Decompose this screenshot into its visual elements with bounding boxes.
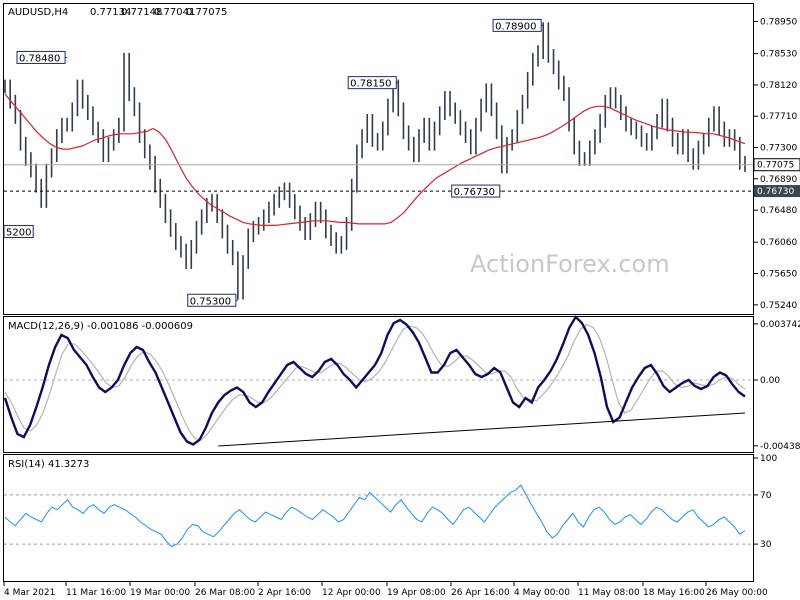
ohlc-low: 0.77041 [154,7,195,18]
ohlc-high: 0.77148 [121,7,162,18]
current-price-tag [753,158,800,172]
x-tick-label: 19 Mar 00:00 [130,588,190,598]
symbol-label: AUDUSD,H4 [8,7,68,18]
annotation-label: 0.78900 [495,21,536,32]
x-tick-label: 11 Mar 16:00 [66,588,126,598]
x-tick-label: 12 Apr 00:00 [322,588,381,598]
macd-y-tick-label: 0.00 [760,376,780,386]
macd-pane-frame [3,316,754,453]
macd-signal-line [4,323,746,441]
macd-label: MACD(12,26,9) -0.001086 -0.000609 [8,321,193,332]
x-tick-label: 26 Mar 08:00 [195,588,255,598]
ohlc-open: 0.77134 [90,7,131,18]
support-price-tag-label: 0.76730 [757,187,794,197]
x-tick-label: 26 May 00:00 [706,588,768,598]
rsi-y-tick-label: 100 [760,454,777,464]
axis-layer: 0.78950 0.78530 0.78120 0.77710 0.77300 0.768… [3,18,800,598]
annotation-label: 0.75300 [190,296,231,307]
support-price-tag [754,185,800,198]
x-tick-label: 4 May 00:00 [514,588,570,598]
annotation-box [492,18,542,32]
x-tick-label: 19 Apr 08:00 [387,588,446,598]
x-tick-label: 2 Apr 16:00 [258,588,311,598]
macd-layer [3,315,753,447]
x-tick-label: 11 May 08:00 [578,588,640,598]
macd-line [3,315,746,446]
annotation-label: 0.78150 [350,79,391,90]
annotation-box [16,50,66,64]
price-y-tick-label: 0.76060 [760,238,797,248]
price-y-tick-label: 0.75650 [760,270,797,280]
annotation-label: 5200 [6,228,31,239]
rsi-pane-frame [3,454,754,582]
annotation-box [451,184,501,198]
annotation-label: 0.76730 [454,187,495,198]
rsi-y-tick-label: 30 [760,540,772,550]
watermark: ActionForex.com [470,250,670,278]
price-y-tick-label: 0.76890 [760,175,797,185]
macd-trendline [218,412,746,447]
price-y-tick-label: 0.78530 [760,50,797,60]
current-price-tag-label: 0.77075 [757,161,794,171]
x-tick-label: 18 May 16:00 [643,588,705,598]
annotation-label: 0.78480 [19,53,60,64]
price-y-tick-label: 0.75240 [760,301,797,311]
price-y-tick-label: 0.77300 [760,144,797,154]
price-y-tick-label: 0.76480 [760,206,797,216]
macd-y-tick-label: 0.003742 [760,320,800,330]
annotation-box [347,76,397,90]
price-series-layer: 0.78480 5200 0.75300 0.78150 0.78900 0.76730 [3,18,753,307]
rsi-label: RSI(14) 41.3273 [8,459,89,470]
moving-average-line [4,93,746,226]
rsi-y-tick-label: 70 [760,491,772,501]
price-y-tick-label: 0.77710 [760,112,797,122]
rsi-line [4,484,746,548]
price-y-tick-label: 0.78120 [760,81,797,91]
ohlc-close: 0.77075 [186,7,227,18]
rsi-layer [4,484,753,548]
x-tick-label: 4 Mar 2021 [4,588,55,598]
macd-y-tick-label: -0.004389 [760,442,800,452]
x-tick-label: 26 Apr 16:00 [451,588,510,598]
annotation-box [187,293,237,307]
price-y-tick-label: 0.78950 [760,18,797,28]
annotation-box [3,225,34,239]
